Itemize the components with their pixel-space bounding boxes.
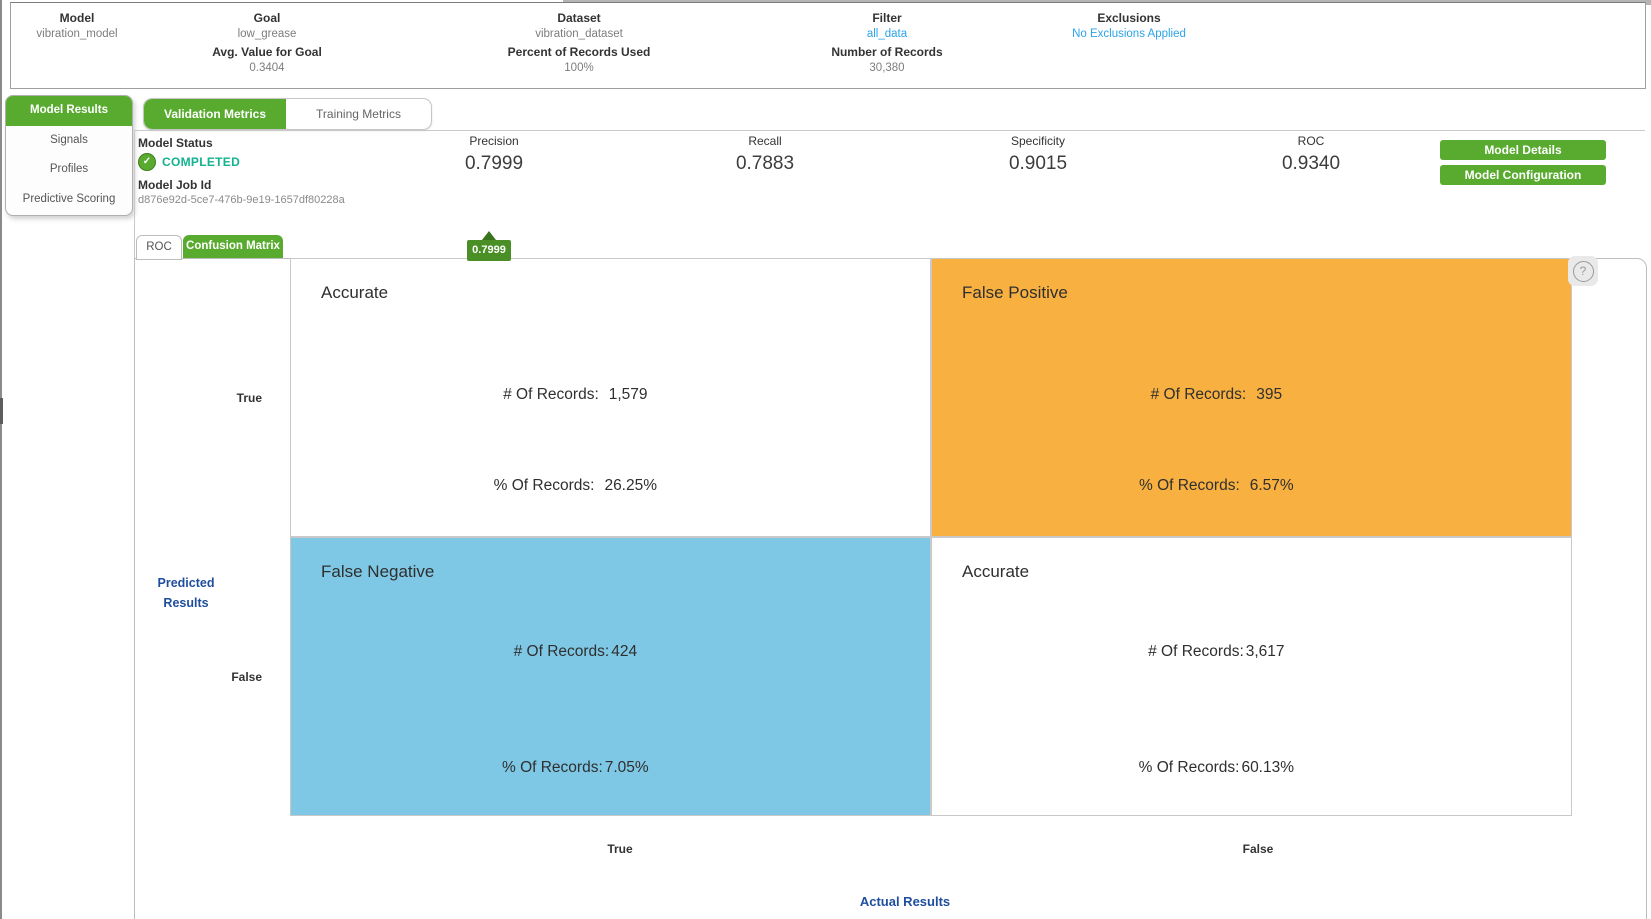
avg-goal-value: 0.3404 (249, 62, 285, 74)
summary-model: Model vibration_model (0, 3, 227, 40)
metric-precision: Precision 0.7999 (384, 134, 604, 175)
summary-goal: Goal low_grease Avg. Value for Goal 0.34… (117, 3, 417, 74)
specificity-label: Specificity (1010, 134, 1066, 148)
help-button[interactable]: ? (1568, 256, 1598, 286)
recall-label: Recall (748, 134, 782, 148)
content-left-border (134, 130, 135, 258)
records-value: 3,617 (1245, 642, 1285, 660)
percent-line: % Of Records: 6.57% (1138, 477, 1294, 495)
percent-records-value: 100% (564, 62, 594, 74)
quadrant-title: False Positive (962, 283, 1068, 302)
metrics-tabbar: Validation Metrics Training Metrics (143, 98, 432, 130)
model-job-id-value: d876e92d-5ce7-476b-9e19-1657df80228a (138, 194, 345, 206)
metrics-divider (134, 130, 1645, 131)
metric-recall: Recall 0.7883 (655, 134, 875, 175)
summary-dataset: Dataset vibration_dataset Percent of Rec… (429, 3, 729, 74)
records-value: 1,579 (608, 385, 648, 403)
percent-line: % Of Records: 60.13% (1138, 758, 1295, 776)
precision-label: Precision (469, 134, 519, 148)
sidebar: Model Results Signals Profiles Predictiv… (5, 95, 133, 216)
dataset-label: Dataset (557, 11, 601, 25)
quadrant-title: False Negative (321, 562, 435, 581)
metric-specificity: Specificity 0.9015 (928, 134, 1148, 175)
roc-value: 0.9340 (1281, 153, 1341, 174)
goal-value: low_grease (237, 28, 297, 40)
sidebar-item-model-results[interactable]: Model Results (6, 96, 132, 126)
summary-filter: Filter all_data Number of Records 30,380 (737, 3, 1037, 74)
num-records-label: Number of Records (831, 45, 943, 59)
tab-training-metrics[interactable]: Training Metrics (316, 107, 401, 121)
model-details-button[interactable]: Model Details (1440, 140, 1606, 160)
records-line: # Of Records: 3,617 (1148, 642, 1285, 660)
sidebar-item-predictive-scoring[interactable]: Predictive Scoring (22, 192, 116, 205)
percent-value: 7.05% (604, 758, 649, 776)
precision-value: 0.7999 (464, 153, 524, 174)
quadrant-title: Accurate (962, 562, 1030, 581)
percent-line: % Of Records: 7.05% (501, 758, 649, 776)
percent-value: 26.25% (604, 477, 658, 495)
quadrant-false-false-accurate: Accurate # Of Records: 3,617 % Of Records… (931, 537, 1572, 816)
model-configuration-button[interactable]: Model Configuration (1440, 165, 1606, 185)
model-status-label: Model Status (138, 136, 213, 150)
avg-goal-label: Avg. Value for Goal (212, 45, 322, 59)
row-label-true: True (236, 391, 262, 405)
goal-label: Goal (253, 11, 281, 25)
records-line: # Of Records: 424 (513, 642, 638, 660)
help-icon: ? (1572, 260, 1594, 282)
completed-check-icon: ✓ (138, 153, 156, 171)
threshold-badge-arrow-icon (482, 231, 496, 240)
quadrant-true-false-false-positive: False Positive # Of Records: 395 % Of Rec… (931, 258, 1572, 537)
model-status: ✓ COMPLETED (138, 153, 240, 171)
col-label-true: True (607, 842, 633, 856)
sidebar-item-signals[interactable]: Signals (50, 133, 88, 146)
quadrant-title: Accurate (321, 283, 389, 302)
scrollbar-nub[interactable] (0, 398, 3, 424)
window-left-edge (0, 0, 2, 919)
records-value: 424 (611, 642, 638, 660)
summary-header: Model vibration_model Goal low_grease Av… (10, 2, 1646, 89)
exclusions-label: Exclusions (1097, 11, 1161, 25)
tab-roc[interactable]: ROC (136, 235, 182, 260)
dataset-value: vibration_dataset (535, 28, 623, 40)
model-status-value: COMPLETED (162, 155, 241, 169)
model-value: vibration_model (36, 28, 118, 40)
model-label: Model (59, 11, 95, 25)
quadrant-true-true-accurate: Accurate # Of Records: 1,579 % Of Records… (290, 258, 931, 537)
percent-line: % Of Records: 26.25% (493, 477, 658, 495)
filter-label: Filter (872, 11, 902, 25)
sidebar-item-profiles[interactable]: Profiles (49, 163, 89, 175)
exclusions-link[interactable]: No Exclusions Applied (1072, 28, 1186, 40)
tab-confusion-matrix[interactable]: Confusion Matrix (183, 235, 283, 258)
filter-link[interactable]: all_data (866, 28, 908, 40)
summary-exclusions: Exclusions No Exclusions Applied (979, 3, 1279, 40)
metric-roc: ROC 0.9340 (1201, 134, 1421, 175)
records-line: # Of Records: 395 (1150, 385, 1283, 403)
model-job-id-label: Model Job Id (138, 178, 212, 192)
percent-value: 6.57% (1249, 477, 1294, 495)
recall-value: 0.7883 (735, 153, 795, 174)
threshold-badge: 0.7999 (467, 240, 511, 261)
records-value: 395 (1256, 385, 1283, 403)
roc-label: ROC (1297, 134, 1325, 148)
row-label-false: False (231, 670, 262, 684)
records-line: # Of Records: 1,579 (503, 385, 648, 403)
percent-records-label: Percent of Records Used (507, 45, 651, 59)
percent-value: 60.13% (1241, 758, 1295, 776)
num-records-value: 30,380 (869, 62, 905, 74)
col-label-false: False (1242, 842, 1274, 856)
specificity-value: 0.9015 (1008, 153, 1068, 174)
y-axis-predicted-results: Predicted Results (157, 576, 215, 610)
quadrant-false-true-false-negative: False Negative # Of Records: 424 % Of Rec… (290, 537, 931, 816)
tab-validation-metrics[interactable]: Validation Metrics (144, 99, 286, 129)
x-axis-actual-results: Actual Results (859, 894, 951, 909)
